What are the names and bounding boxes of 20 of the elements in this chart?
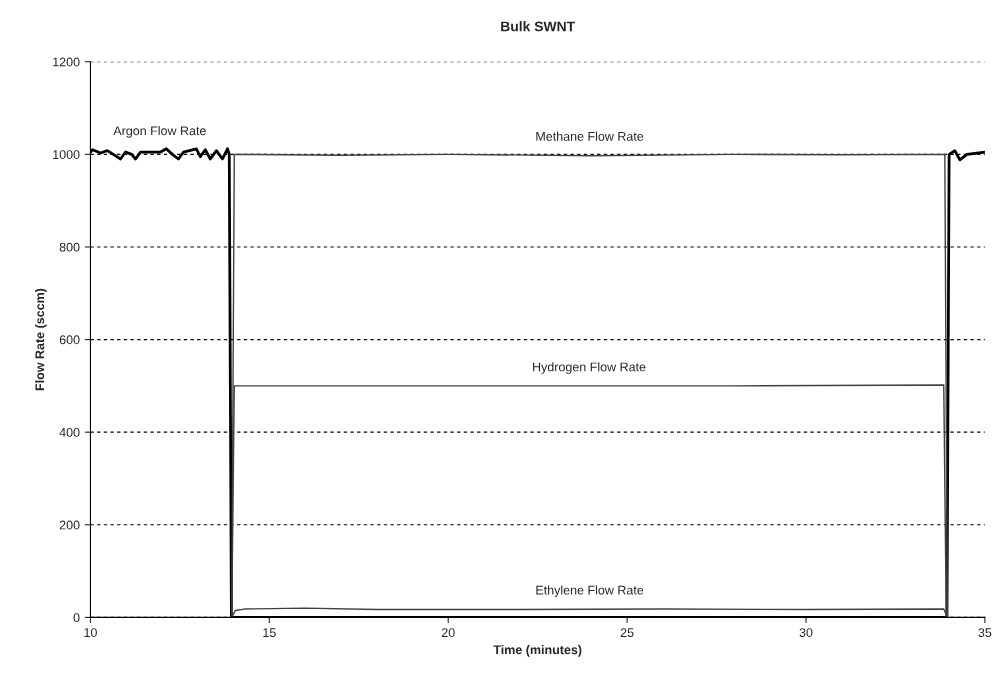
x-axis-title: Time (minutes) <box>493 645 582 657</box>
y-tick-label: 1000 <box>53 150 80 159</box>
x-tick-label: 25 <box>620 628 634 637</box>
y-tick-label: 800 <box>59 242 80 252</box>
x-tick-label: 10 <box>84 628 97 637</box>
y-tick-label: 0 <box>73 613 80 623</box>
y-tick-label: 400 <box>59 427 80 437</box>
x-tick-label: 30 <box>799 628 813 637</box>
series-label: Argon Flow Rate <box>113 126 206 138</box>
y-tick-label: 1200 <box>53 57 80 67</box>
chart-title: Bulk SWNT <box>501 21 575 32</box>
x-tick-label: 20 <box>441 628 455 637</box>
series-label: Hydrogen Flow Rate <box>533 362 646 374</box>
series-label: Ethylene Flow Rate <box>536 585 644 598</box>
y-axis-title: Flow Rate (sccm) <box>35 288 47 391</box>
series-label: Methane Flow Rate <box>536 131 644 141</box>
x-tick-label: 15 <box>263 628 276 637</box>
y-tick-label: 600 <box>59 335 80 345</box>
x-tick-label: 35 <box>978 628 992 637</box>
y-tick-label: 200 <box>59 520 80 530</box>
